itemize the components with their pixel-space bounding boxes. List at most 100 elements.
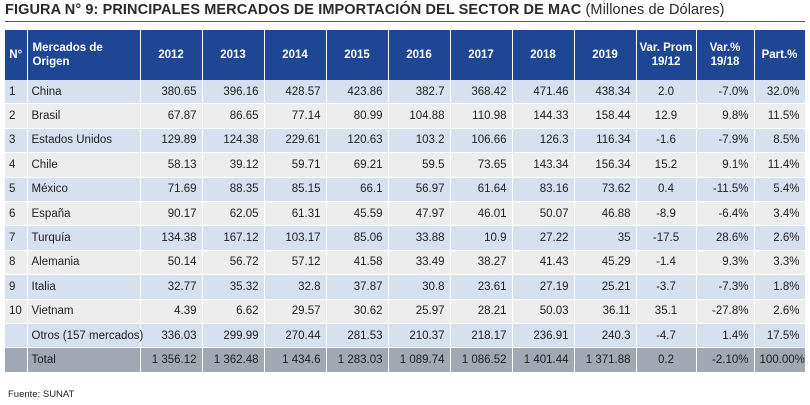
- market-name: Brasil: [27, 103, 141, 129]
- year-value: 110.98: [450, 103, 513, 129]
- row-number: 3: [5, 128, 28, 154]
- table-row: 5 México 71.69 88.35 85.15 66.1 56.97 61.64 83.1…: [5, 177, 806, 202]
- year-value: 270.44: [264, 323, 327, 349]
- market-name: Turquía: [27, 225, 141, 251]
- year-value: 1 434.6: [264, 347, 327, 374]
- year-value: 10.9: [450, 225, 513, 251]
- part-value: 100.00%: [754, 347, 806, 374]
- var-prom-value: -3.7: [636, 274, 697, 300]
- year-value: 35.32: [202, 274, 265, 300]
- year-value: 69.21: [326, 152, 389, 178]
- total-row: Total 1 356.12 1 362.48 1 434.6 1 283.03 1 08…: [5, 347, 806, 374]
- year-value: 25.21: [574, 274, 637, 300]
- table-row: 3 Estados Unidos 129.89 124.38 229.61 120.63 1…: [5, 128, 806, 154]
- var-pct-value: 1.4%: [696, 323, 755, 349]
- year-value: 23.61: [450, 274, 513, 300]
- part-value: 3.4%: [754, 201, 806, 227]
- part-value: 32.0%: [754, 80, 806, 105]
- year-value: 428.57: [264, 80, 327, 105]
- year-value: 103.17: [264, 225, 327, 251]
- row-number: 1: [5, 80, 28, 105]
- year-value: 46.88: [574, 201, 637, 227]
- year-value: 124.38: [202, 128, 265, 154]
- year-value: 116.34: [574, 128, 637, 154]
- year-value: 129.89: [140, 128, 203, 154]
- header-2014: 2014: [264, 30, 327, 80]
- table-row: 1 China 380.65 396.16 428.57 423.86 382.7 368.4…: [5, 80, 806, 105]
- year-value: 45.59: [326, 201, 389, 227]
- year-value: 73.62: [574, 177, 637, 202]
- year-value: 1 371.88: [574, 347, 637, 374]
- var-pct-value: 9.3%: [696, 250, 755, 276]
- year-value: 73.65: [450, 152, 513, 178]
- year-value: 38.27: [450, 250, 513, 276]
- part-value: 2.6%: [754, 299, 806, 324]
- var-prom-value: -1.4: [636, 250, 697, 276]
- figure-title: FIGURA N° 9: PRINCIPALES MERCADOS DE IMP…: [5, 2, 725, 18]
- year-value: 423.86: [326, 80, 389, 105]
- year-value: 229.61: [264, 128, 327, 154]
- header-2013: 2013: [202, 30, 265, 80]
- table-row: 2 Brasil 67.87 86.65 77.14 80.99 104.88 110.98 1…: [5, 103, 806, 129]
- year-value: 85.15: [264, 177, 327, 202]
- header-2016: 2016: [388, 30, 451, 80]
- year-value: 45.29: [574, 250, 637, 276]
- row-number: 5: [5, 177, 28, 202]
- year-value: 33.88: [388, 225, 451, 251]
- year-value: 1 089.74: [388, 347, 451, 374]
- year-value: 1 356.12: [140, 347, 203, 374]
- year-value: 61.31: [264, 201, 327, 227]
- year-value: 56.72: [202, 250, 265, 276]
- table-row: 9 Italia 32.77 35.32 32.8 37.87 30.8 23.61 27.19…: [5, 274, 806, 300]
- year-value: 90.17: [140, 201, 203, 227]
- header-2019: 2019: [574, 30, 637, 80]
- year-value: 1 283.03: [326, 347, 389, 374]
- figure-title-unit: (Millones de Dólares): [585, 2, 725, 18]
- row-number: [5, 323, 28, 349]
- market-name: China: [27, 80, 141, 105]
- market-name: Alemania: [27, 250, 141, 276]
- table-header-row: N° Mercados de Origen 2012 2013 2014 201…: [5, 30, 806, 80]
- year-value: 32.77: [140, 274, 203, 300]
- header-var-prom-line2: 19/12: [651, 56, 681, 68]
- var-pct-value: -6.4%: [696, 201, 755, 227]
- year-value: 41.58: [326, 250, 389, 276]
- year-value: 46.01: [450, 201, 513, 227]
- year-value: 30.8: [388, 274, 451, 300]
- year-value: 158.44: [574, 103, 637, 129]
- table-row: 4 Chile 58.13 39.12 59.71 69.21 59.5 73.65 143.3…: [5, 152, 806, 178]
- year-value: 336.03: [140, 323, 203, 349]
- var-prom-value: 35.1: [636, 299, 697, 324]
- year-value: 134.38: [140, 225, 203, 251]
- year-value: 210.37: [388, 323, 451, 349]
- part-value: 11.5%: [754, 103, 806, 129]
- year-value: 1 086.52: [450, 347, 513, 374]
- part-value: 17.5%: [754, 323, 806, 349]
- var-prom-value: 0.4: [636, 177, 697, 202]
- year-value: 382.7: [388, 80, 451, 105]
- title-divider: [5, 21, 805, 22]
- year-value: 50.14: [140, 250, 203, 276]
- part-value: 8.5%: [754, 128, 806, 154]
- var-prom-value: -8.9: [636, 201, 697, 227]
- header-part: Part.%: [754, 30, 806, 80]
- year-value: 47.97: [388, 201, 451, 227]
- year-value: 50.03: [512, 299, 575, 324]
- table-body: 1 China 380.65 396.16 428.57 423.86 382.7 368.4…: [5, 80, 806, 374]
- row-number: 8: [5, 250, 28, 276]
- year-value: 28.21: [450, 299, 513, 324]
- figure-title-main: FIGURA N° 9: PRINCIPALES MERCADOS DE IMP…: [5, 2, 582, 18]
- var-pct-value: -11.5%: [696, 177, 755, 202]
- var-prom-value: -17.5: [636, 225, 697, 251]
- header-var-pct-line2: 19/18: [710, 56, 740, 68]
- var-prom-value: 12.9: [636, 103, 697, 129]
- table-row: 6 España 90.17 62.05 61.31 45.59 47.97 46.01 50.…: [5, 201, 806, 227]
- year-value: 1 401.44: [512, 347, 575, 374]
- header-2017: 2017: [450, 30, 513, 80]
- year-value: 57.12: [264, 250, 327, 276]
- year-value: 62.05: [202, 201, 265, 227]
- market-name: México: [27, 177, 141, 202]
- table-row: 8 Alemania 50.14 56.72 57.12 41.58 33.49 38.27 4…: [5, 250, 806, 276]
- header-2018: 2018: [512, 30, 575, 80]
- year-value: 240.3: [574, 323, 637, 349]
